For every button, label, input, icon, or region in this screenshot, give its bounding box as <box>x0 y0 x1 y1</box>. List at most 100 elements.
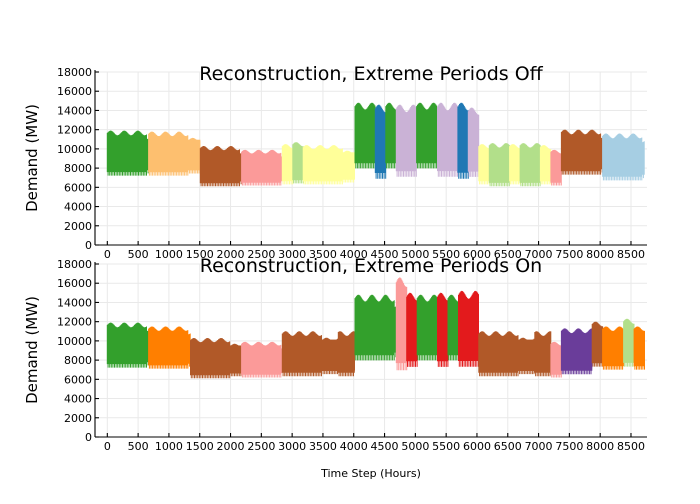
series-segment <box>148 131 201 176</box>
x-tick-label: 6500 <box>494 248 522 261</box>
series-trace <box>281 144 294 185</box>
series-segment <box>302 145 355 185</box>
x-tick-label: 5000 <box>401 440 429 453</box>
series-segment <box>292 142 304 184</box>
x-tick-label: 5500 <box>432 440 460 453</box>
x-tick-label: 8000 <box>586 440 614 453</box>
y-tick-label: 18000 <box>57 258 92 271</box>
x-tick-label: 7500 <box>555 440 583 453</box>
x-tick-label: 5000 <box>401 248 429 261</box>
series-segment <box>560 328 593 375</box>
y-tick-label: 12000 <box>57 124 92 137</box>
x-tick-label: 1500 <box>186 440 214 453</box>
series-segment <box>550 341 562 378</box>
top-panel-title: Reconstruction, Extreme Periods Off <box>199 63 543 85</box>
x-tick-label: 2000 <box>217 248 245 261</box>
series-trace <box>354 102 376 169</box>
series-segment <box>354 102 376 169</box>
series-segment <box>602 133 645 181</box>
x-tick-label: 6000 <box>463 440 491 453</box>
y-tick-label: 0 <box>85 239 92 252</box>
x-tick-label: 4000 <box>340 248 368 261</box>
y-tick-label: 6000 <box>64 181 92 194</box>
bottom-panel: Reconstruction, Extreme Periods On Deman… <box>23 255 647 480</box>
series-segment <box>591 321 604 367</box>
y-tick-label: 10000 <box>57 335 92 348</box>
series-trace <box>550 149 562 186</box>
y-tick-label: 4000 <box>64 201 92 214</box>
y-tick-label: 6000 <box>64 373 92 386</box>
y-tick-label: 16000 <box>57 85 92 98</box>
x-tick-label: 3000 <box>278 248 306 261</box>
series-trace <box>292 142 304 184</box>
series-segment <box>478 144 490 185</box>
y-tick-label: 16000 <box>57 277 92 290</box>
y-tick-label: 12000 <box>57 316 92 329</box>
series-segment <box>416 102 438 169</box>
series-trace <box>560 328 593 375</box>
series-segment <box>467 107 480 177</box>
x-tick-label: 7000 <box>525 440 553 453</box>
bottom-panel-title: Reconstruction, Extreme Periods On <box>200 255 542 277</box>
bottom-panel-xlabel: Time Step (Hours) <box>320 467 421 480</box>
series-trace <box>550 341 562 378</box>
series-trace <box>478 331 552 377</box>
series-segment <box>519 143 541 187</box>
series-segment <box>478 331 552 377</box>
x-tick-label: 4000 <box>340 440 368 453</box>
x-tick-label: 2000 <box>217 440 245 453</box>
series-segment <box>241 149 283 186</box>
x-tick-label: 500 <box>128 248 149 261</box>
series-segment <box>190 338 242 379</box>
x-tick-label: 1000 <box>155 248 183 261</box>
bottom-panel-ylabel: Demand (MW) <box>23 296 41 404</box>
x-tick-label: 8500 <box>617 248 645 261</box>
series-segment <box>385 102 397 169</box>
x-tick-label: 3000 <box>278 440 306 453</box>
series-segment <box>550 149 562 186</box>
series-trace <box>416 102 438 169</box>
series-segment <box>395 104 417 177</box>
series-trace <box>416 294 438 361</box>
series-trace <box>602 326 624 370</box>
series-trace <box>241 149 283 186</box>
series-segment <box>354 294 397 361</box>
x-tick-label: 6000 <box>463 248 491 261</box>
series-segment <box>457 102 469 179</box>
y-tick-label: 18000 <box>57 66 92 79</box>
series-segment <box>602 326 624 370</box>
series-group <box>106 277 645 379</box>
series-trace <box>633 326 645 370</box>
series-group <box>106 102 645 187</box>
series-segment <box>106 322 149 368</box>
series-trace <box>539 145 552 185</box>
y-tick-label: 14000 <box>57 296 92 309</box>
series-trace <box>354 294 397 361</box>
series-trace <box>509 144 521 185</box>
series-trace <box>591 321 604 367</box>
x-tick-label: 4500 <box>371 440 399 453</box>
series-trace <box>374 104 387 179</box>
y-tick-label: 4000 <box>64 393 92 406</box>
series-trace <box>395 104 417 177</box>
series-trace <box>199 146 242 187</box>
series-segment <box>633 326 645 370</box>
series-trace <box>623 318 635 367</box>
x-tick-label: 7000 <box>525 248 553 261</box>
x-tick-label: 5500 <box>432 248 460 261</box>
x-tick-label: 4500 <box>371 248 399 261</box>
series-trace <box>406 292 418 367</box>
series-segment <box>623 318 635 367</box>
y-tick-label: 8000 <box>64 354 92 367</box>
series-segment <box>241 341 283 378</box>
series-segment <box>416 294 438 361</box>
x-tick-label: 7500 <box>555 248 583 261</box>
x-tick-label: 3500 <box>309 440 337 453</box>
series-trace <box>447 294 459 361</box>
x-tick-label: 2500 <box>247 248 275 261</box>
x-tick-label: 6500 <box>494 440 522 453</box>
x-tick-label: 1500 <box>186 248 214 261</box>
y-tick-label: 8000 <box>64 162 92 175</box>
